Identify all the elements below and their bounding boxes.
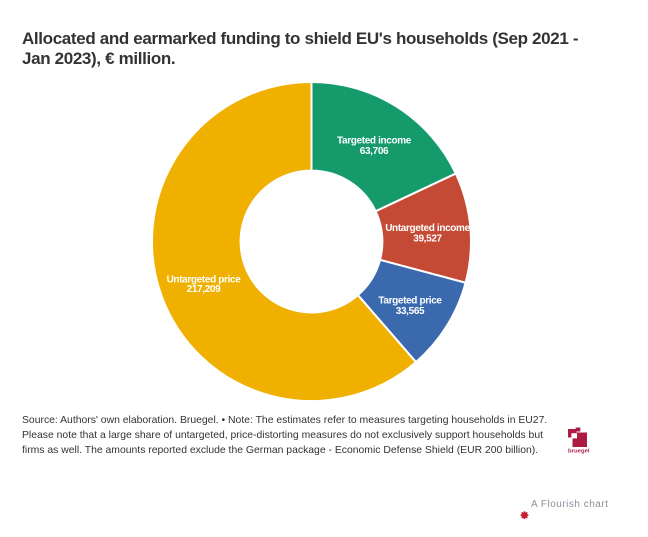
svg-text:39,527: 39,527	[413, 234, 442, 245]
svg-text:217,209: 217,209	[187, 284, 221, 295]
svg-text:Targeted price: Targeted price	[378, 296, 442, 307]
svg-text:63,706: 63,706	[360, 146, 389, 157]
svg-text:Untargeted income: Untargeted income	[385, 223, 470, 234]
svg-text:33,565: 33,565	[396, 306, 425, 317]
svg-text:Untargeted price: Untargeted price	[167, 275, 242, 286]
svg-text:bruegel: bruegel	[568, 448, 590, 454]
svg-text:Targeted income: Targeted income	[337, 136, 412, 147]
